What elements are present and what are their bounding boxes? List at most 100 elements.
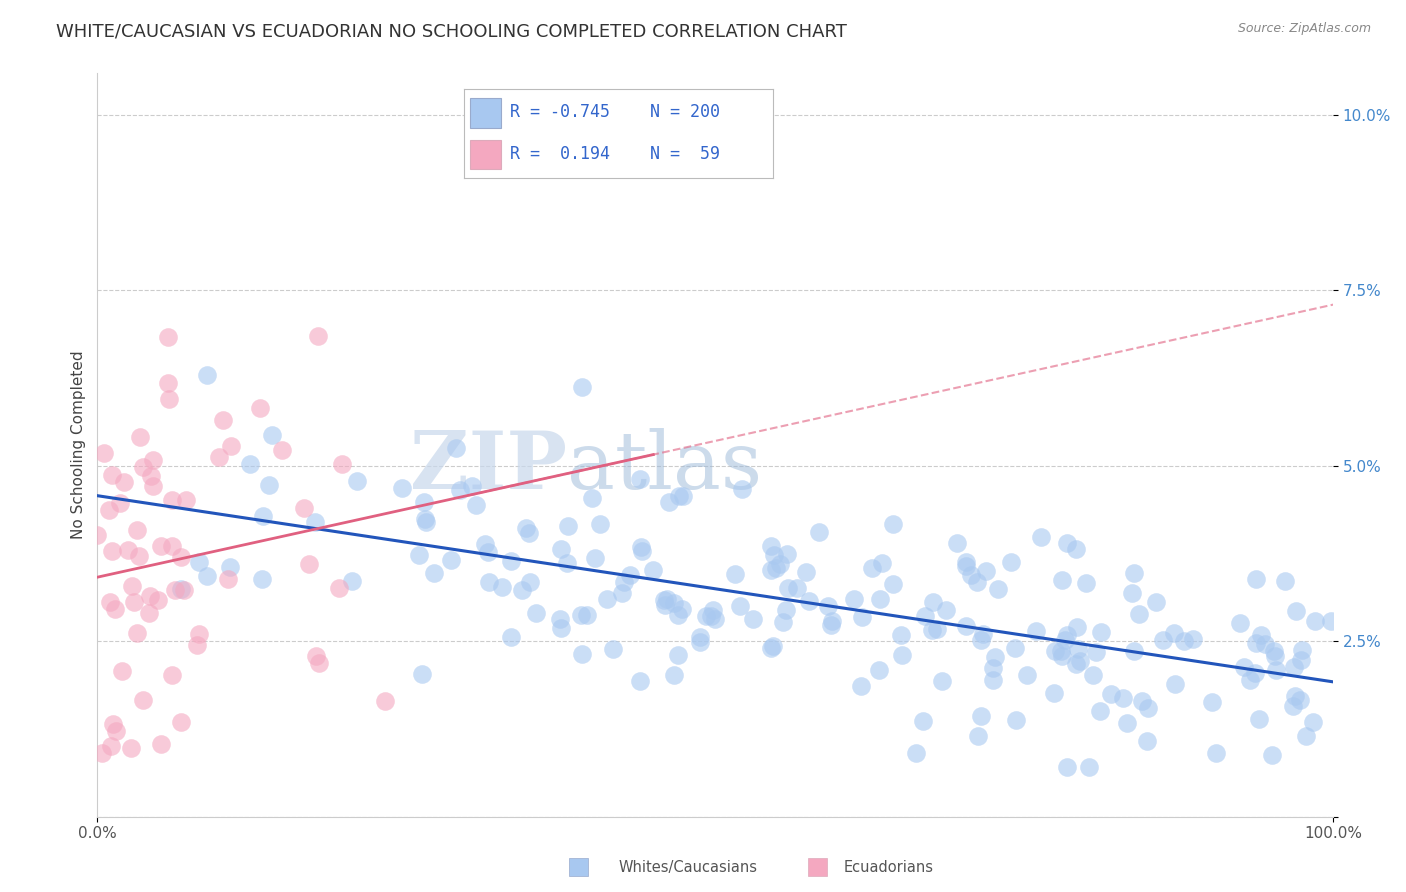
Point xyxy=(1077,760,1099,774)
Point xyxy=(1144,595,1167,609)
Point xyxy=(765,560,787,574)
Point xyxy=(955,555,977,569)
Point xyxy=(1254,637,1277,651)
Point xyxy=(510,582,533,597)
Point xyxy=(657,592,679,607)
Point xyxy=(524,606,547,620)
Point xyxy=(91,746,114,760)
Point xyxy=(100,739,122,753)
Point xyxy=(970,633,993,648)
Point xyxy=(148,592,170,607)
Point xyxy=(775,547,797,561)
Point xyxy=(292,501,315,516)
Point xyxy=(569,607,592,622)
Point xyxy=(127,625,149,640)
Point xyxy=(955,558,977,573)
Point xyxy=(374,694,396,708)
Point xyxy=(117,542,139,557)
Point xyxy=(131,693,153,707)
Point xyxy=(1282,699,1305,714)
Point xyxy=(970,709,993,723)
Point xyxy=(724,567,747,582)
Point xyxy=(981,673,1004,687)
Point xyxy=(1043,644,1066,658)
Point xyxy=(474,537,496,551)
Point xyxy=(1029,530,1052,544)
Point xyxy=(464,498,486,512)
Point xyxy=(408,548,430,562)
Point xyxy=(412,495,434,509)
Point xyxy=(583,551,606,566)
Point xyxy=(440,553,463,567)
Point xyxy=(759,563,782,577)
Y-axis label: No Schooling Completed: No Schooling Completed xyxy=(72,351,86,539)
Point xyxy=(619,568,641,582)
Point xyxy=(630,540,652,554)
Point xyxy=(1052,573,1074,587)
FancyBboxPatch shape xyxy=(470,98,501,128)
Point xyxy=(666,607,689,622)
Point xyxy=(491,581,513,595)
Point xyxy=(1163,626,1185,640)
Point xyxy=(415,512,437,526)
Text: R = -0.745: R = -0.745 xyxy=(510,103,610,121)
Point xyxy=(110,495,132,509)
Point xyxy=(1056,628,1078,642)
Point xyxy=(1229,616,1251,631)
Point xyxy=(742,612,765,626)
Point xyxy=(257,478,280,492)
Point xyxy=(93,446,115,460)
Point xyxy=(662,668,685,682)
Point xyxy=(922,595,945,609)
Point xyxy=(1090,624,1112,639)
Point xyxy=(1201,695,1223,709)
Point xyxy=(169,714,191,729)
Point xyxy=(842,591,865,606)
Point xyxy=(610,586,633,600)
Point xyxy=(186,639,208,653)
Point xyxy=(671,489,693,503)
Point xyxy=(1295,730,1317,744)
Text: ZIP: ZIP xyxy=(411,428,567,506)
Point xyxy=(666,648,689,663)
Point xyxy=(501,554,523,568)
Point xyxy=(1303,614,1326,628)
Point xyxy=(1239,673,1261,687)
Point xyxy=(759,640,782,655)
Point xyxy=(769,558,792,572)
Point xyxy=(976,564,998,578)
Point xyxy=(170,582,193,597)
Point xyxy=(882,516,904,531)
Point xyxy=(170,549,193,564)
Point xyxy=(851,609,873,624)
Point xyxy=(1247,713,1270,727)
Point xyxy=(921,623,943,637)
Point xyxy=(1128,607,1150,622)
Point xyxy=(972,626,994,640)
Point xyxy=(1025,624,1047,638)
Point xyxy=(1122,566,1144,580)
Point xyxy=(342,574,364,589)
Point xyxy=(1115,715,1137,730)
Point xyxy=(121,579,143,593)
Point xyxy=(1015,668,1038,682)
Point xyxy=(1050,649,1073,664)
Point xyxy=(111,665,134,679)
Point xyxy=(890,628,912,642)
Point xyxy=(581,491,603,505)
Point xyxy=(101,543,124,558)
Point xyxy=(794,565,817,579)
Point xyxy=(654,593,676,607)
Point xyxy=(702,603,724,617)
Point xyxy=(849,679,872,693)
Point xyxy=(576,607,599,622)
Point xyxy=(129,430,152,444)
Point xyxy=(890,648,912,662)
Point xyxy=(195,569,218,583)
Point xyxy=(1067,641,1090,656)
Point xyxy=(695,609,717,624)
Point xyxy=(477,544,499,558)
Text: Source: ZipAtlas.com: Source: ZipAtlas.com xyxy=(1237,22,1371,36)
Point xyxy=(1243,665,1265,680)
Point xyxy=(820,618,842,632)
